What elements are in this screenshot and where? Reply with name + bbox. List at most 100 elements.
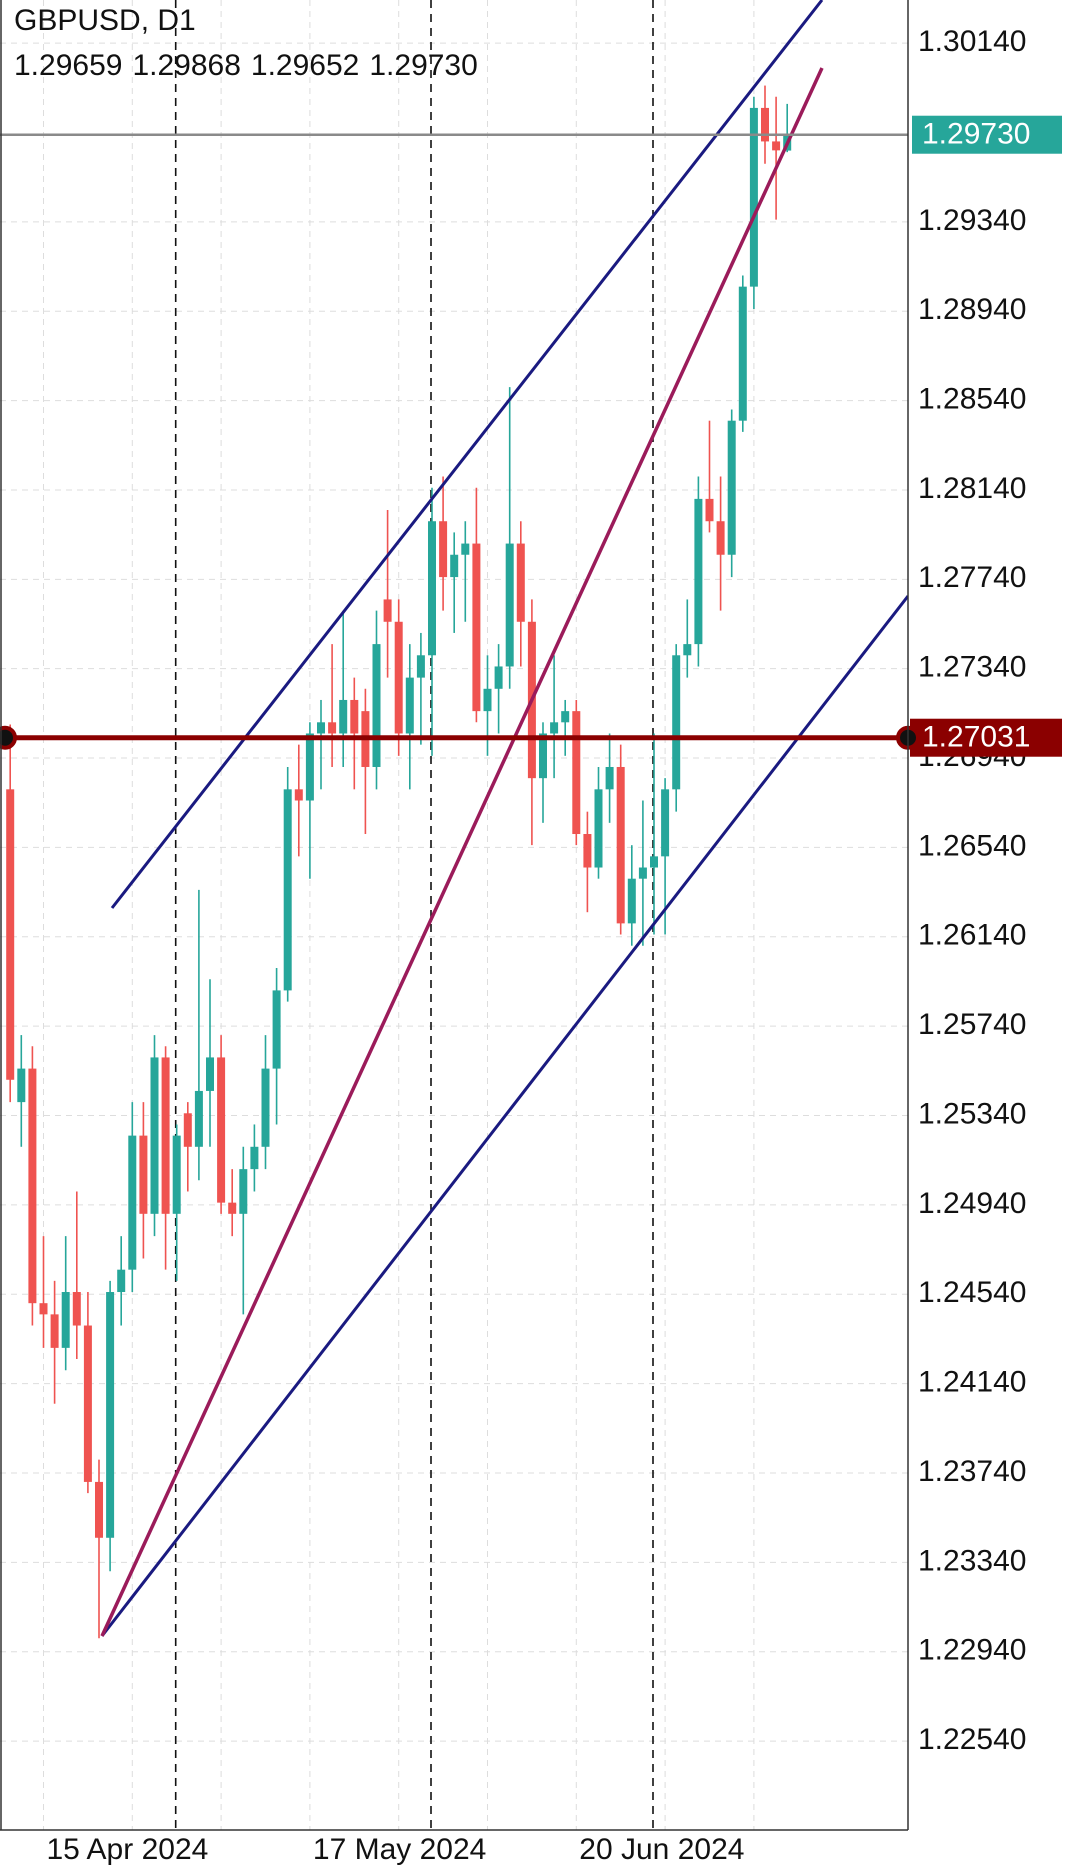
level-box xyxy=(910,718,1062,757)
ohlc-readout: 1.29659 1.29868 1.29652 1.29730 xyxy=(14,49,478,82)
trend-lines xyxy=(100,0,908,1637)
candle-body xyxy=(594,789,603,868)
candle-body xyxy=(172,1135,181,1214)
ohlc-value: 1.29868 xyxy=(132,49,240,82)
candle-body xyxy=(583,834,592,868)
candle-body xyxy=(661,789,670,857)
candle-body xyxy=(272,990,281,1069)
candle-body xyxy=(405,677,414,734)
candle-body xyxy=(294,789,303,801)
candle-body xyxy=(638,867,647,879)
candle-body xyxy=(372,644,381,767)
candle-body xyxy=(95,1481,103,1538)
y-tick-label: 1.22540 xyxy=(918,1723,1026,1756)
candle-body xyxy=(716,521,725,555)
candle-body xyxy=(539,733,547,779)
candle-body xyxy=(228,1202,237,1214)
candle-body xyxy=(572,711,581,835)
y-tick-label: 1.28540 xyxy=(918,383,1026,416)
candle-body xyxy=(83,1325,92,1482)
candle-body xyxy=(428,521,436,656)
trend-line xyxy=(100,67,824,1637)
candle-body xyxy=(383,599,392,622)
candle-body xyxy=(494,666,503,689)
candle-body xyxy=(749,107,758,287)
channel-upper xyxy=(110,0,824,909)
candle-body xyxy=(550,722,559,734)
grid xyxy=(0,0,908,1830)
candle-body xyxy=(317,722,325,734)
candle-body xyxy=(183,1113,192,1147)
candle-body xyxy=(161,1057,170,1214)
candle-body xyxy=(705,498,714,522)
candle-body xyxy=(627,878,636,924)
level-handle xyxy=(0,725,17,750)
y-tick-label: 1.24540 xyxy=(918,1276,1026,1309)
candle-body xyxy=(727,420,736,555)
y-tick-label: 1.24140 xyxy=(918,1366,1026,1399)
candle-body xyxy=(461,543,470,555)
y-tick-label: 1.26140 xyxy=(918,919,1026,952)
candle-body xyxy=(650,856,658,868)
candle-body xyxy=(239,1169,248,1214)
candle-body xyxy=(516,543,525,622)
candles xyxy=(6,85,792,1639)
chart-title: GBPUSD, D1 xyxy=(14,4,196,37)
candle-body xyxy=(472,543,481,712)
current-price-box xyxy=(912,115,1062,154)
candle-body xyxy=(283,789,292,991)
candle-body xyxy=(761,107,769,142)
candle-body xyxy=(672,655,681,790)
x-tick-label: 20 Jun 2024 xyxy=(579,1833,744,1866)
candle-body xyxy=(505,543,514,667)
y-tick-label: 1.28140 xyxy=(918,472,1026,505)
y-tick-label: 1.30140 xyxy=(918,25,1026,58)
candle-body xyxy=(250,1146,259,1170)
candle-body xyxy=(305,733,314,801)
candle-body xyxy=(616,766,625,924)
ohlc-value: 1.29659 xyxy=(14,49,122,82)
candle-body xyxy=(738,286,747,421)
candle-body xyxy=(106,1292,115,1538)
current-price-label: 1.29730 xyxy=(922,118,1030,151)
ohlc-value: 1.29730 xyxy=(369,49,477,82)
candle-body xyxy=(772,141,781,151)
candle-body xyxy=(561,711,570,723)
candle-body xyxy=(128,1135,137,1270)
candle-body xyxy=(50,1314,59,1348)
y-tick-label: 1.24940 xyxy=(918,1187,1026,1220)
candle-body xyxy=(217,1057,226,1203)
y-tick-label: 1.22940 xyxy=(918,1634,1026,1667)
candle-body xyxy=(6,789,15,1080)
candle-body xyxy=(328,722,337,734)
candle-body xyxy=(483,688,492,712)
y-tick-label: 1.26540 xyxy=(918,829,1026,862)
y-tick-label: 1.28940 xyxy=(918,293,1026,326)
candle-body xyxy=(72,1292,81,1326)
y-tick-label: 1.25740 xyxy=(918,1008,1026,1041)
candle-body xyxy=(450,554,459,578)
candle-body xyxy=(416,655,425,678)
y-tick-label: 1.25340 xyxy=(918,1097,1026,1130)
candle-body xyxy=(206,1057,214,1091)
candle-body xyxy=(39,1303,48,1315)
candle-body xyxy=(683,644,692,656)
candle-body xyxy=(17,1068,26,1103)
y-tick-label: 1.23340 xyxy=(918,1544,1026,1577)
y-tick-label: 1.27740 xyxy=(918,561,1026,594)
candle-body xyxy=(139,1135,148,1214)
overlay: 1.30140 1.29340 1.28940 1.28540 1.28140 1.277… xyxy=(0,25,1062,1866)
y-tick-label: 1.23740 xyxy=(918,1455,1026,1488)
ohlc-value: 1.29652 xyxy=(251,49,359,82)
x-tick-label: 17 May 2024 xyxy=(313,1833,486,1866)
candle-body xyxy=(605,766,614,790)
candle-body xyxy=(339,699,348,734)
candle-body xyxy=(194,1090,203,1147)
x-tick-label: 15 Apr 2024 xyxy=(47,1833,209,1866)
y-tick-label: 1.27340 xyxy=(918,651,1026,684)
y-tick-label: 1.29340 xyxy=(918,204,1026,237)
candle-body xyxy=(350,699,359,734)
candle-body xyxy=(439,521,448,578)
candle-body xyxy=(394,621,403,734)
